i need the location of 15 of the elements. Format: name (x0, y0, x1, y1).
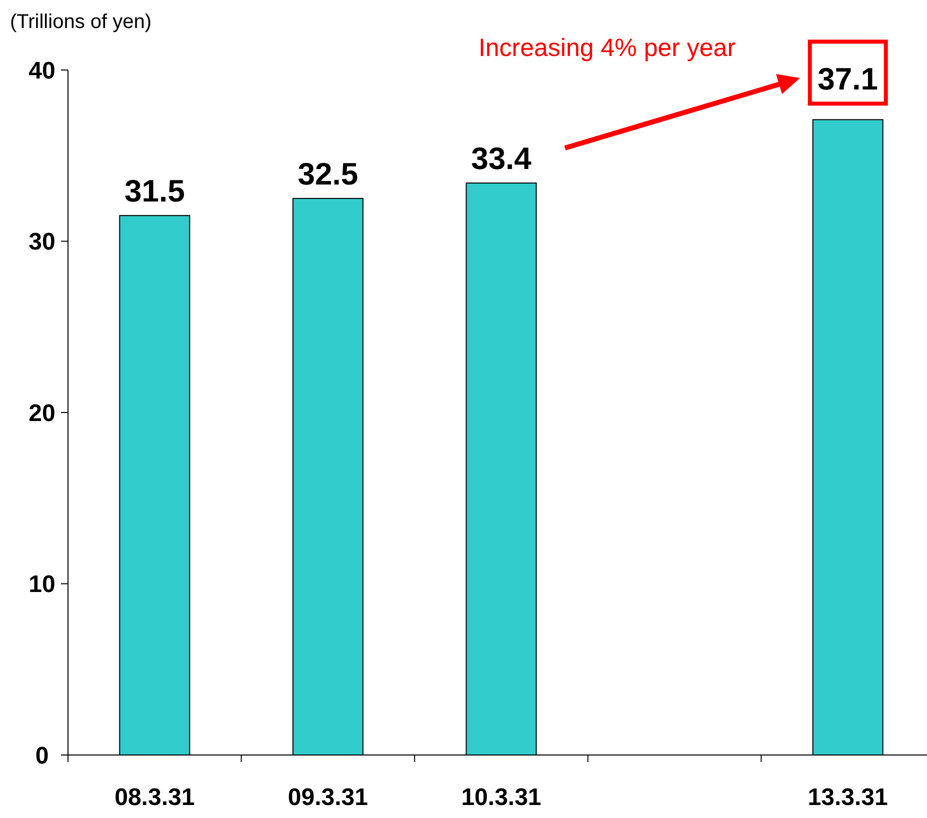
y-tick-label: 30 (28, 228, 56, 256)
x-tick-label: 08.3.31 (114, 784, 195, 811)
y-tick-label: 20 (28, 400, 56, 427)
y-axis-title: (Trillions of yen) (10, 11, 152, 33)
x-tick-label: 13.3.31 (808, 784, 888, 811)
text: Increasing 4% per year (478, 34, 736, 62)
y-tick-label: 40 (28, 57, 56, 84)
y-tick-label: 0 (35, 742, 49, 770)
data-label: 31.5 (124, 174, 185, 209)
data-label: 37.1 (818, 62, 878, 97)
x-tick-label: 10.3.31 (461, 784, 542, 811)
y-tick-label: 10 (28, 571, 56, 598)
data-label: 33.4 (471, 141, 532, 176)
x-tick-label: 09.3.31 (288, 784, 368, 811)
data-label: 32.5 (298, 156, 358, 192)
